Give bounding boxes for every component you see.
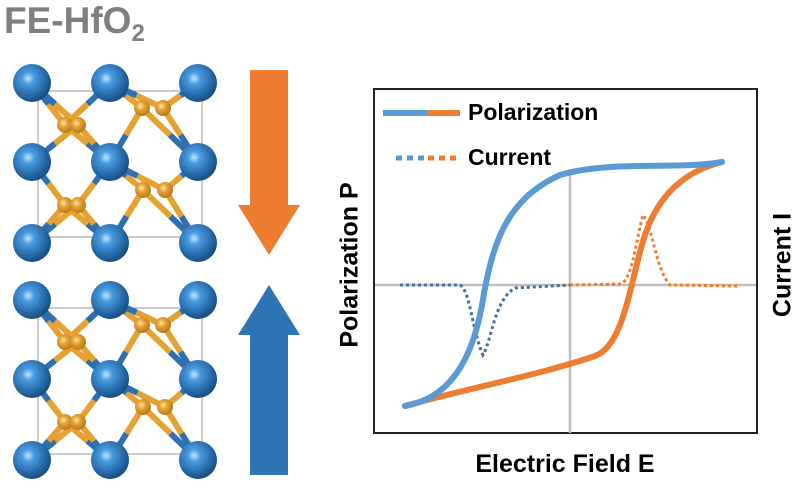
hafnium-atom [179,360,217,398]
hafnium-atom [91,360,129,398]
hafnium-atom [91,281,129,319]
hafnium-atom [179,143,217,181]
hafnium-atom [91,64,129,102]
hafnium-atom [179,224,217,262]
oxygen-atom [57,117,73,133]
polarization-curve-orange [402,159,725,409]
current-curve-positive [569,211,738,288]
hafnium-atom [13,224,51,262]
oxygen-atom [57,334,73,350]
crystal-structures [13,64,217,479]
oxygen-atom [134,100,150,116]
hafnium-atom [179,64,217,102]
oxygen-atom [157,182,173,198]
oxygen-atom [70,414,86,430]
hafnium-atom [91,143,129,181]
oxygen-atom [134,317,150,333]
polarization-up-arrow [238,285,300,475]
legend-polarization-label: Polarization [468,99,599,125]
polarization-curve-blue [402,159,725,409]
oxygen-atom [155,100,171,116]
current-curve-negative [400,283,571,359]
oxygen-atom [70,117,86,133]
oxygen-atom [135,399,151,415]
oxygen-atom [155,317,171,333]
hafnium-atom [13,143,51,181]
hafnium-atom [91,441,129,479]
oxygen-atom [57,414,73,430]
material-title: FE-HfO2 [4,0,145,48]
hafnium-atom [91,224,129,262]
x-axis-label: Electric Field E [475,450,655,478]
hafnium-atom [13,360,51,398]
hafnium-atom [13,64,51,102]
hafnium-atom [179,281,217,319]
chart-frame [373,88,758,434]
polarization-down-arrow [238,70,300,255]
title-subscript: 2 [131,20,145,47]
secondary-y-axis-label: Current I [768,212,797,318]
crystal-top [13,64,217,262]
oxygen-atom [57,197,73,213]
oxygen-atom [70,197,86,213]
hafnium-atom [13,281,51,319]
hafnium-atom [13,441,51,479]
hafnium-atom [179,441,217,479]
y-axis-label: Polarization P [335,182,364,348]
oxygen-atom [70,334,86,350]
oxygen-atom [135,182,151,198]
oxygen-atom [157,399,173,415]
title-text: FE-HfO [4,0,132,41]
crystal-bottom [13,281,217,479]
legend-current-label: Current [468,144,552,170]
